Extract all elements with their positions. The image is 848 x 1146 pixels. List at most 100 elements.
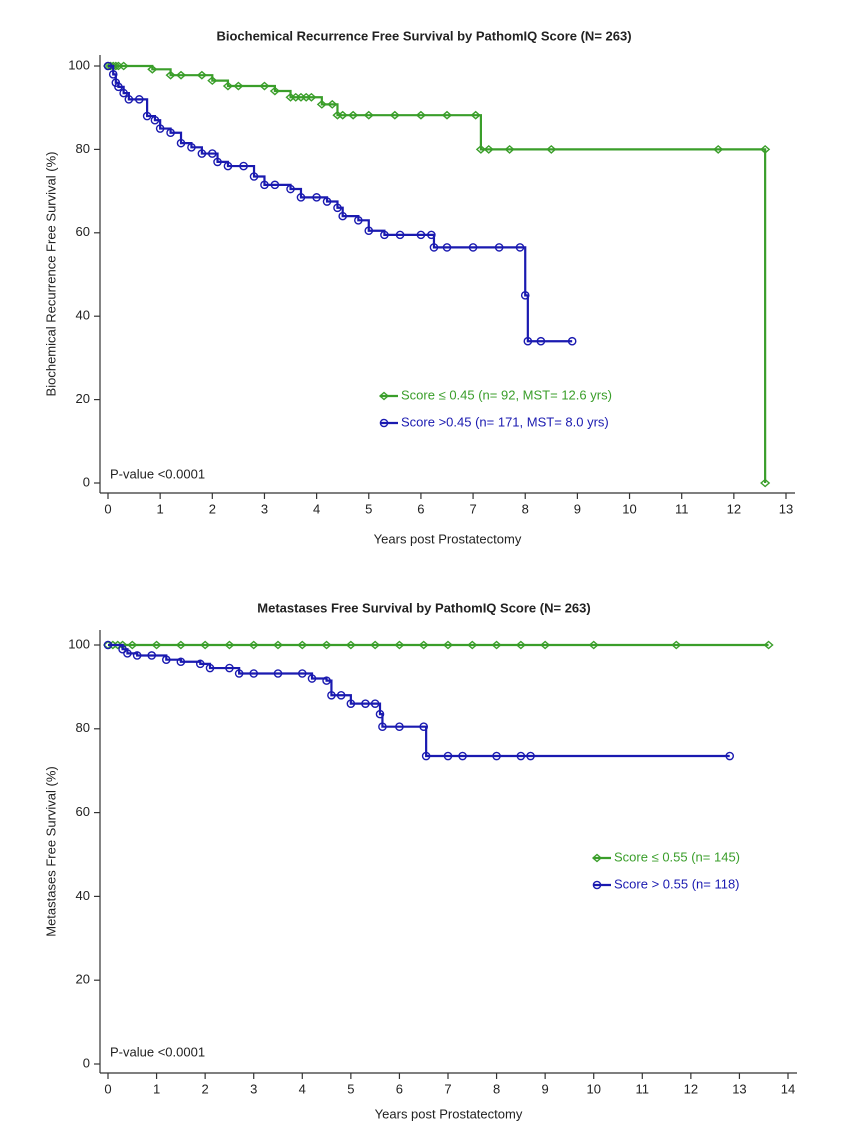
marker bbox=[297, 669, 307, 678]
legend-label: Score > 0.55 (n= 118) bbox=[614, 876, 740, 891]
marker bbox=[306, 92, 317, 102]
marker bbox=[468, 243, 478, 252]
marker bbox=[307, 674, 317, 683]
marker bbox=[443, 751, 453, 761]
marker bbox=[127, 640, 138, 650]
y-tick-label: 80 bbox=[76, 720, 90, 735]
marker bbox=[494, 243, 504, 252]
marker bbox=[213, 157, 222, 167]
marker bbox=[671, 640, 682, 650]
marker bbox=[725, 751, 735, 761]
marker bbox=[429, 243, 439, 252]
x-tick-label: 7 bbox=[444, 1081, 451, 1096]
x-tick-label: 9 bbox=[542, 1081, 549, 1096]
x-tick-label: 12 bbox=[684, 1081, 698, 1096]
marker bbox=[175, 640, 186, 650]
marker bbox=[760, 144, 771, 154]
x-tick-label: 3 bbox=[261, 501, 268, 516]
x-tick-label: 9 bbox=[574, 501, 581, 516]
marker bbox=[208, 149, 217, 158]
survival-line bbox=[108, 64, 573, 343]
annotation: P-value <0.0001 bbox=[110, 466, 205, 481]
x-tick-label: 13 bbox=[779, 501, 793, 516]
marker bbox=[103, 61, 113, 71]
marker bbox=[354, 215, 363, 225]
marker bbox=[380, 230, 389, 240]
marker bbox=[161, 655, 171, 664]
marker bbox=[260, 180, 269, 190]
y-tick-label: 0 bbox=[83, 474, 90, 489]
marker bbox=[270, 180, 280, 190]
marker bbox=[205, 663, 215, 673]
marker bbox=[515, 243, 525, 252]
marker bbox=[176, 138, 186, 148]
x-tick-label: 7 bbox=[469, 501, 476, 516]
marker bbox=[713, 144, 724, 154]
x-axis-label: Years post Prostatectomy bbox=[375, 1106, 523, 1121]
marker bbox=[441, 110, 453, 120]
legend-label: Score >0.45 (n= 171, MST= 8.0 yrs) bbox=[401, 414, 609, 429]
marker bbox=[321, 640, 332, 650]
marker bbox=[285, 92, 296, 102]
y-tick-label: 20 bbox=[76, 972, 90, 987]
marker bbox=[239, 161, 248, 171]
marker bbox=[233, 81, 244, 91]
survival-line bbox=[108, 64, 767, 483]
marker bbox=[336, 690, 346, 700]
marker bbox=[337, 110, 348, 120]
marker bbox=[200, 640, 211, 650]
x-tick-label: 0 bbox=[104, 501, 111, 516]
marker bbox=[327, 99, 338, 109]
survival-line bbox=[108, 643, 730, 758]
marker bbox=[588, 640, 599, 650]
marker bbox=[273, 669, 283, 678]
marker bbox=[312, 193, 321, 202]
marker bbox=[222, 81, 234, 91]
x-tick-label: 2 bbox=[202, 1081, 209, 1096]
x-tick-label: 12 bbox=[727, 501, 741, 516]
x-tick-label: 6 bbox=[417, 501, 424, 516]
marker bbox=[516, 751, 526, 761]
marker bbox=[223, 161, 233, 171]
y-tick-label: 20 bbox=[76, 391, 90, 406]
marker bbox=[332, 110, 343, 120]
marker bbox=[389, 110, 400, 120]
y-tick-label: 60 bbox=[76, 224, 90, 239]
marker bbox=[492, 751, 501, 761]
marker bbox=[395, 230, 405, 240]
marker bbox=[418, 640, 429, 650]
marker bbox=[416, 230, 426, 240]
legend-label: Score ≤ 0.45 (n= 92, MST= 12.6 yrs) bbox=[401, 387, 612, 402]
marker bbox=[567, 336, 577, 346]
x-tick-label: 14 bbox=[781, 1081, 795, 1096]
marker bbox=[419, 722, 429, 732]
x-tick-label: 3 bbox=[250, 1081, 257, 1096]
marker bbox=[515, 640, 526, 650]
marker bbox=[249, 669, 259, 678]
marker bbox=[114, 82, 123, 92]
legend-marker bbox=[591, 853, 603, 863]
y-tick-label: 100 bbox=[68, 57, 90, 72]
x-tick-label: 2 bbox=[209, 501, 216, 516]
marker bbox=[483, 144, 494, 154]
marker bbox=[108, 61, 119, 71]
legend-marker bbox=[592, 880, 602, 890]
x-tick-label: 8 bbox=[493, 1081, 500, 1096]
x-tick-label: 11 bbox=[636, 1081, 650, 1096]
marker bbox=[470, 110, 481, 120]
y-tick-label: 0 bbox=[83, 1055, 90, 1070]
marker bbox=[301, 92, 312, 102]
marker bbox=[338, 211, 347, 221]
marker bbox=[225, 663, 234, 673]
marker bbox=[520, 291, 530, 300]
y-tick-label: 60 bbox=[76, 804, 90, 819]
marker bbox=[132, 651, 142, 660]
marker bbox=[322, 197, 332, 206]
marker bbox=[491, 640, 502, 650]
marker bbox=[370, 640, 381, 650]
marker bbox=[370, 699, 380, 708]
marker bbox=[123, 649, 132, 658]
marker bbox=[421, 751, 431, 761]
x-tick-label: 5 bbox=[347, 1081, 354, 1096]
marker bbox=[458, 751, 467, 761]
